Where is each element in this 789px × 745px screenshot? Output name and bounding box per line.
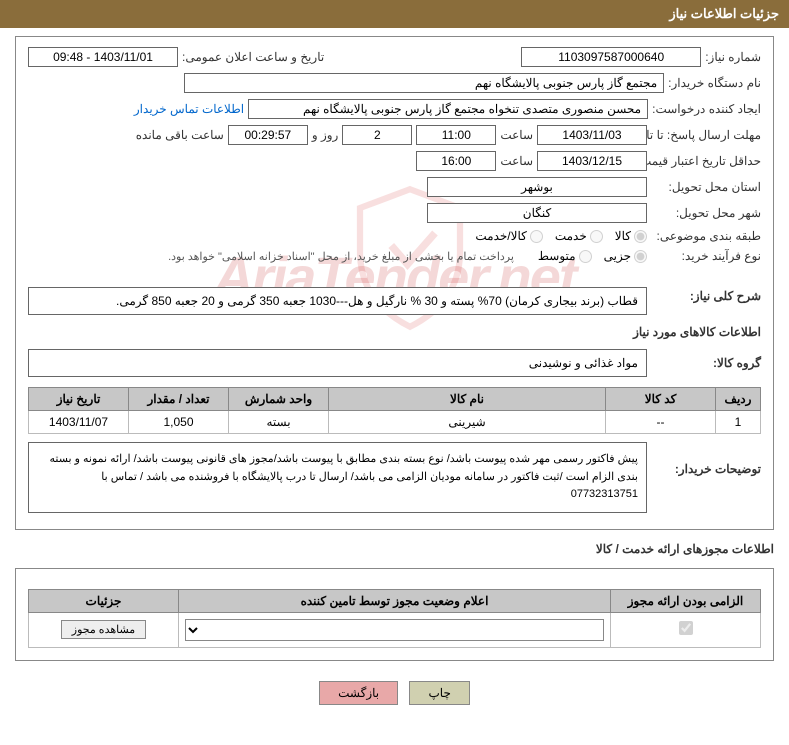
deadline-time-label: ساعت bbox=[500, 128, 533, 142]
validity-date: 1403/12/15 bbox=[537, 151, 647, 171]
buyer-notes-label: توضیحات خریدار: bbox=[651, 448, 761, 476]
need-number-value: 1103097587000640 bbox=[521, 47, 701, 67]
buyer-notes-text: پیش فاکتور رسمی مهر شده پیوست باشد/ نوع … bbox=[28, 442, 647, 513]
page-title: جزئیات اطلاعات نیاز bbox=[669, 6, 779, 21]
license-table: الزامی بودن ارائه مجوز اعلام وضعیت مجوز … bbox=[28, 589, 761, 648]
view-license-button[interactable]: مشاهده مجوز bbox=[61, 620, 146, 639]
need-number-label: شماره نیاز: bbox=[705, 50, 761, 64]
cell-unit: بسته bbox=[229, 411, 329, 434]
th-name: نام کالا bbox=[329, 388, 606, 411]
row-buyer-notes: توضیحات خریدار: پیش فاکتور رسمی مهر شده … bbox=[28, 442, 761, 513]
radio-medium[interactable]: متوسط bbox=[538, 249, 592, 263]
license-row: مشاهده مجوز bbox=[29, 612, 761, 647]
row-deadline: مهلت ارسال پاسخ: تا تاریخ: 1403/11/03 سا… bbox=[28, 125, 761, 145]
th-status: اعلام وضعیت مجوز توسط تامین کننده bbox=[179, 589, 611, 612]
row-group: گروه کالا: مواد غذائی و نوشیدنی bbox=[28, 345, 761, 381]
deadline-date: 1403/11/03 bbox=[537, 125, 647, 145]
th-qty: تعداد / مقدار bbox=[129, 388, 229, 411]
th-details: جزئیات bbox=[29, 589, 179, 612]
deadline-label: مهلت ارسال پاسخ: تا تاریخ: bbox=[651, 128, 761, 142]
buyer-contact-link[interactable]: اطلاعات تماس خریدار bbox=[134, 102, 244, 116]
requester-value: محسن منصوری متصدی تنخواه مجتمع گاز پارس … bbox=[248, 99, 648, 119]
deadline-time: 11:00 bbox=[416, 125, 496, 145]
category-label: طبقه بندی موضوعی: bbox=[651, 229, 761, 243]
validity-time: 16:00 bbox=[416, 151, 496, 171]
radio-both[interactable]: کالا/خدمت bbox=[475, 229, 542, 243]
cell-status bbox=[179, 612, 611, 647]
province-label: استان محل تحویل: bbox=[651, 180, 761, 194]
cell-mandatory bbox=[611, 612, 761, 647]
goods-info-label: اطلاعات کالاهای مورد نیاز bbox=[28, 325, 761, 339]
announce-value: 1403/11/01 - 09:48 bbox=[28, 47, 178, 67]
row-need-number: شماره نیاز: 1103097587000640 تاریخ و ساع… bbox=[28, 47, 761, 67]
cell-name: شیرینی bbox=[329, 411, 606, 434]
mandatory-checkbox bbox=[679, 621, 693, 635]
remaining-time: 00:29:57 bbox=[228, 125, 308, 145]
radio-partial[interactable]: جزیی bbox=[604, 249, 647, 263]
validity-time-label: ساعت bbox=[500, 154, 533, 168]
main-info-panel: AriaTender.net شماره نیاز: 1103097587000… bbox=[15, 36, 774, 530]
cell-qty: 1,050 bbox=[129, 411, 229, 434]
purchase-note: پرداخت تمام یا بخشی از مبلغ خرید، از محل… bbox=[168, 250, 514, 263]
table-row: 1 -- شیرینی بسته 1,050 1403/11/07 bbox=[29, 411, 761, 434]
cell-need-date: 1403/11/07 bbox=[29, 411, 129, 434]
row-province: استان محل تحویل: بوشهر bbox=[28, 177, 761, 197]
goods-table: ردیف کد کالا نام کالا واحد شمارش تعداد /… bbox=[28, 387, 761, 434]
page-title-bar: جزئیات اطلاعات نیاز bbox=[0, 0, 789, 28]
th-row: ردیف bbox=[716, 388, 761, 411]
cell-details: مشاهده مجوز bbox=[29, 612, 179, 647]
print-button[interactable]: چاپ bbox=[409, 681, 469, 705]
license-panel: الزامی بودن ارائه مجوز اعلام وضعیت مجوز … bbox=[15, 568, 774, 661]
announce-label: تاریخ و ساعت اعلان عمومی: bbox=[182, 50, 324, 64]
license-section-title: اطلاعات مجوزهای ارائه خدمت / کالا bbox=[15, 538, 774, 560]
row-overview: شرح کلی نیاز: قطاب (برند بیجاری کرمان) 7… bbox=[28, 283, 761, 319]
row-validity: حداقل تاریخ اعتبار قیمت: تا تاریخ: 1403/… bbox=[28, 151, 761, 171]
th-need-date: تاریخ نیاز bbox=[29, 388, 129, 411]
th-code: کد کالا bbox=[606, 388, 716, 411]
overview-label: شرح کلی نیاز: bbox=[651, 289, 761, 303]
requester-label: ایجاد کننده درخواست: bbox=[652, 102, 761, 116]
button-row: چاپ بازگشت bbox=[0, 669, 789, 717]
overview-text: قطاب (برند بیجاری کرمان) 70% پسته و 30 %… bbox=[28, 287, 647, 315]
row-buyer-org: نام دستگاه خریدار: مجتمع گاز پارس جنوبی … bbox=[28, 73, 761, 93]
row-requester: ایجاد کننده درخواست: محسن منصوری متصدی ت… bbox=[28, 99, 761, 119]
group-value: مواد غذائی و نوشیدنی bbox=[28, 349, 647, 377]
row-purchase-type: نوع فرآیند خرید: جزیی متوسط پرداخت تمام … bbox=[28, 249, 761, 263]
back-button[interactable]: بازگشت bbox=[319, 681, 398, 705]
radio-goods[interactable]: کالا bbox=[615, 229, 647, 243]
group-label: گروه کالا: bbox=[651, 356, 761, 370]
days-and-label: روز و bbox=[312, 128, 339, 142]
th-mandatory: الزامی بودن ارائه مجوز bbox=[611, 589, 761, 612]
remaining-days: 2 bbox=[342, 125, 412, 145]
th-unit: واحد شمارش bbox=[229, 388, 329, 411]
remaining-suffix: ساعت باقی مانده bbox=[136, 128, 224, 142]
status-select[interactable] bbox=[185, 619, 604, 641]
city-value: کنگان bbox=[427, 203, 647, 223]
cell-code: -- bbox=[606, 411, 716, 434]
buyer-org-value: مجتمع گاز پارس جنوبی پالایشگاه نهم bbox=[184, 73, 664, 93]
row-category: طبقه بندی موضوعی: کالا خدمت کالا/خدمت bbox=[28, 229, 761, 243]
validity-label: حداقل تاریخ اعتبار قیمت: تا تاریخ: bbox=[651, 154, 761, 168]
buyer-org-label: نام دستگاه خریدار: bbox=[668, 76, 761, 90]
radio-service[interactable]: خدمت bbox=[555, 229, 603, 243]
purchase-type-label: نوع فرآیند خرید: bbox=[651, 249, 761, 263]
city-label: شهر محل تحویل: bbox=[651, 206, 761, 220]
cell-idx: 1 bbox=[716, 411, 761, 434]
row-city: شهر محل تحویل: کنگان bbox=[28, 203, 761, 223]
province-value: بوشهر bbox=[427, 177, 647, 197]
